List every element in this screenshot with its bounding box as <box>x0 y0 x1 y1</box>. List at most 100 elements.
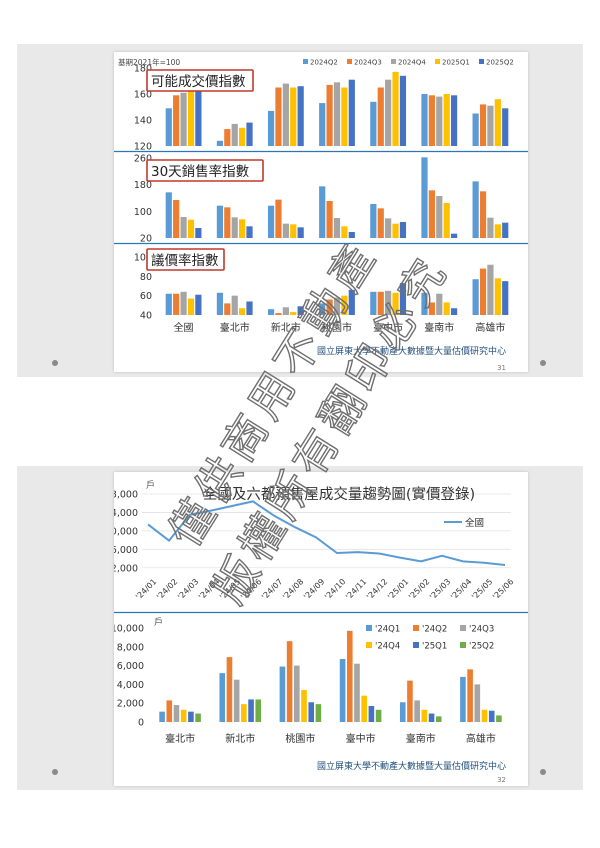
bar <box>165 192 172 238</box>
footer-text: 國立屏東大學不動產大數據暨大量估價研究中心 <box>317 345 506 357</box>
y-tick-label: 14,000 <box>114 508 138 519</box>
bar <box>275 87 282 146</box>
legend-swatch <box>435 59 440 64</box>
y-tick-label: 20 <box>140 234 152 245</box>
bar <box>224 207 231 238</box>
bar <box>188 711 194 722</box>
bar <box>224 303 231 315</box>
bar <box>239 127 246 146</box>
bar <box>231 217 238 238</box>
x-tick-label: '24/07 <box>260 577 284 601</box>
bar <box>474 684 481 722</box>
y-tick-label: 10,000 <box>114 526 138 537</box>
legend-label: '24Q2 <box>422 625 447 635</box>
bar <box>326 299 333 315</box>
category-label: 臺中市 <box>346 732 376 745</box>
page-number: 31 <box>497 364 506 372</box>
bar <box>267 110 275 146</box>
category-label: 新北市 <box>225 732 255 745</box>
y-unit-label: 戶 <box>154 616 163 628</box>
bar <box>377 87 384 146</box>
legend-label: 2024Q3 <box>354 59 382 67</box>
bar <box>370 291 377 315</box>
x-tick-label: '25/06 <box>491 577 515 601</box>
bar <box>246 122 253 146</box>
bar <box>159 711 165 722</box>
bar <box>494 278 501 315</box>
panel-title: 議價率指數 <box>151 252 219 269</box>
bar <box>216 205 224 238</box>
x-tick-label: '25/02 <box>407 577 431 601</box>
category-label: 桃園市 <box>285 732 315 745</box>
slide-left-dot <box>52 769 58 775</box>
bar <box>333 82 341 146</box>
bar <box>187 91 195 146</box>
bar <box>487 217 494 238</box>
bar <box>472 113 479 146</box>
bar <box>494 224 501 238</box>
bar <box>479 268 487 315</box>
category-label: 臺中市 <box>373 321 403 334</box>
x-tick-label: '24/11 <box>344 577 368 601</box>
bar <box>219 673 226 722</box>
presale-volume-charts: 2,0006,00010,00014,00018,000戶全國及六都預售屋成交量… <box>114 479 528 784</box>
bar <box>282 223 289 238</box>
bar <box>399 702 406 722</box>
category-label: 全國 <box>174 321 194 334</box>
bar <box>248 699 254 722</box>
bar <box>341 87 348 146</box>
bar <box>180 92 187 146</box>
legend-swatch <box>391 59 396 64</box>
bar <box>275 199 282 238</box>
bar <box>195 713 201 722</box>
bar <box>479 191 487 238</box>
bar <box>443 203 450 238</box>
bar <box>180 217 187 238</box>
bar <box>216 140 224 146</box>
bar <box>239 219 246 238</box>
slide-right-dot <box>540 769 546 775</box>
y-tick-label: 100 <box>134 207 152 218</box>
bar <box>326 84 333 146</box>
bar <box>319 186 326 238</box>
bar <box>290 312 297 315</box>
bar <box>290 224 297 238</box>
bar <box>333 297 341 315</box>
legend-label: '24Q3 <box>469 625 494 635</box>
x-tick-label: '24/03 <box>176 577 200 601</box>
bar <box>450 308 458 315</box>
bar <box>231 295 238 315</box>
y-tick-label: 2,000 <box>117 699 144 710</box>
series-line-national <box>147 500 506 567</box>
x-tick-label: '24/08 <box>281 577 305 601</box>
legend-label: '24Q1 <box>375 625 400 635</box>
bar <box>333 218 341 238</box>
x-tick-label: '25/05 <box>470 577 494 601</box>
bar <box>377 291 384 315</box>
bar <box>315 704 322 722</box>
legend-label: '24Q4 <box>375 642 400 652</box>
category-label: 臺南市 <box>424 321 454 334</box>
y-unit-label: 戶 <box>146 479 155 491</box>
bar <box>319 103 326 146</box>
y-tick-label: 100 <box>134 253 152 264</box>
bar <box>294 665 300 722</box>
bar <box>479 104 487 146</box>
bar <box>166 700 173 722</box>
category-label: 臺北市 <box>220 321 250 334</box>
bar <box>297 306 304 315</box>
x-tick-label: '25/04 <box>449 577 473 601</box>
bar <box>392 71 399 146</box>
y-tick-label: 40 <box>140 311 152 322</box>
legend-label: 2025Q2 <box>486 59 514 67</box>
bar <box>375 709 382 722</box>
bar <box>436 293 443 315</box>
bar <box>348 79 355 146</box>
legend-label: 2024Q2 <box>310 59 338 67</box>
bar <box>282 307 289 315</box>
y-tick-label: 60 <box>140 291 152 302</box>
bar <box>187 298 195 315</box>
legend-swatch <box>413 642 419 648</box>
legend-swatch <box>366 625 372 631</box>
bar <box>341 295 348 315</box>
